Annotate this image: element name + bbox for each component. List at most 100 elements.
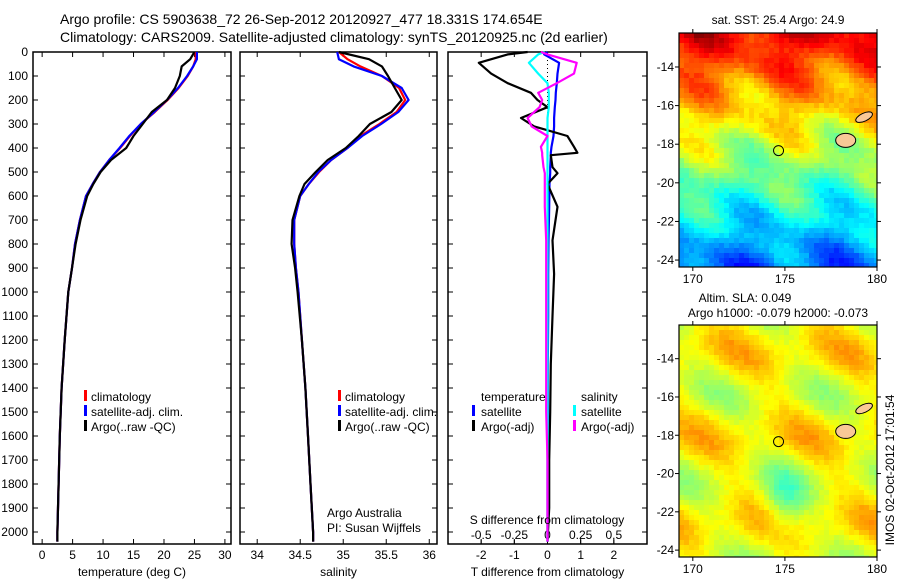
legend-swatch-satellite xyxy=(84,405,87,416)
x-tick-label: 36 xyxy=(423,548,437,562)
depth-tick-label: 1500 xyxy=(1,405,28,419)
s-tick-label: 0.5 xyxy=(605,528,622,542)
legend-label: climatology xyxy=(345,390,405,404)
map-frame xyxy=(678,32,878,268)
legend-swatch-satellite xyxy=(338,405,341,416)
series-line-satellite-adj-clim- xyxy=(293,51,410,542)
series-line-satellite-adj-clim- xyxy=(56,52,198,542)
figure-title-line2: Climatology: CARS2009. Satellite-adjuste… xyxy=(60,29,608,45)
lon-tick-label: 175 xyxy=(775,272,795,286)
depth-tick-label: 600 xyxy=(8,189,28,203)
legend-label: satellite-adj. clim. xyxy=(345,405,437,419)
sst-map-field xyxy=(679,33,877,267)
x-tick-label: 10 xyxy=(96,548,110,562)
legend-label: Argo(-adj) xyxy=(581,420,634,434)
legend-swatch-t-argo xyxy=(472,420,475,431)
x-tick-label: 34 xyxy=(251,548,265,562)
lat-tick-label: -20 xyxy=(657,467,675,481)
land-island-viti-levu xyxy=(835,132,857,148)
series-line-s-argo-adj- xyxy=(526,50,578,542)
sla-map-subtitle: Argo h1000: -0.079 h2000: -0.073 xyxy=(688,306,868,320)
legend-label: satellite xyxy=(481,405,522,419)
depth-tick-label: 1700 xyxy=(1,453,28,467)
x-tick-label: 15 xyxy=(127,548,141,562)
legend-label: Argo(..raw -QC) xyxy=(91,420,176,434)
lat-tick-label: -24 xyxy=(657,543,675,557)
lat-tick-label: -22 xyxy=(657,505,675,519)
x-tick-label: 5 xyxy=(69,548,76,562)
x-tick-label: -1 xyxy=(509,548,520,562)
lon-tick-label: 170 xyxy=(683,562,703,576)
s-tick-label: -0.25 xyxy=(501,528,529,542)
lat-tick-label: -14 xyxy=(657,352,675,366)
sst-map-panel: -14 -16 -18 -20 -22 -24 170 175 180 xyxy=(657,29,887,286)
depth-tick-label: 500 xyxy=(8,165,28,179)
difference-legend: temperature salinity satellite Argo(-adj… xyxy=(472,390,634,434)
x-tick-label: 1 xyxy=(577,548,584,562)
depth-tick-label: 700 xyxy=(8,213,28,227)
sla-map-panel: -14 -16 -18 -20 -22 -24 170 175 180 xyxy=(657,321,887,576)
credit-pi: PI: Susan Wijffels xyxy=(327,521,421,535)
legend-swatch-climatology xyxy=(84,390,87,401)
depth-tick-label: 1600 xyxy=(1,429,28,443)
salinity-legend: climatology satellite-adj. clim. Argo(..… xyxy=(338,390,437,434)
depth-tick-label: 1000 xyxy=(1,285,28,299)
imos-timestamp: IMOS 02-Oct-2012 17:01:54 xyxy=(883,394,897,545)
x-tick-label: -2 xyxy=(476,548,487,562)
depth-tick-label: 300 xyxy=(8,117,28,131)
x-tick-label: 25 xyxy=(188,548,202,562)
legend-swatch-climatology xyxy=(338,390,341,401)
depth-tick-label: 1400 xyxy=(1,381,28,395)
plot-frame xyxy=(32,51,232,545)
legend-swatch-argo xyxy=(84,420,87,431)
sla-map-title: Altim. SLA: 0.049 xyxy=(699,291,792,305)
x-axis-label: temperature (deg C) xyxy=(78,565,186,579)
lat-tick-label: -14 xyxy=(657,60,675,74)
s-tick-label: 0.25 xyxy=(569,528,593,542)
temperature-legend: climatology satellite-adj. clim. Argo(..… xyxy=(84,390,183,434)
depth-tick-label: 400 xyxy=(8,141,28,155)
legend-swatch-s-satellite xyxy=(573,405,576,416)
sla-map-field xyxy=(679,325,877,557)
s-difference-label: S difference from climatology xyxy=(470,513,625,527)
series-line-argo-raw-qc- xyxy=(290,50,403,542)
depth-tick-label: 0 xyxy=(21,45,28,59)
lon-tick-label: 180 xyxy=(867,272,887,286)
series-line-climatology xyxy=(56,52,197,542)
argo-position-marker xyxy=(773,145,785,157)
legend-label: climatology xyxy=(91,390,151,404)
legend-swatch-s-argo xyxy=(573,420,576,431)
lat-tick-label: -16 xyxy=(657,99,675,113)
lat-tick-label: -18 xyxy=(657,428,675,442)
figure-title-line1: Argo profile: CS 5903638_72 26-Sep-2012 … xyxy=(60,11,543,27)
legend-label: satellite-adj. clim. xyxy=(91,405,183,419)
depth-tick-label: 1200 xyxy=(1,333,28,347)
land-island-vanua-levu xyxy=(855,111,873,123)
lat-tick-label: -20 xyxy=(657,176,675,190)
land-island-viti-levu xyxy=(835,423,857,439)
legend-label: Argo(-adj) xyxy=(481,420,534,434)
series-line-climatology xyxy=(293,51,407,542)
legend-header-salinity: salinity xyxy=(581,390,618,404)
x-tick-label: 20 xyxy=(157,548,171,562)
x-tick-label: 0 xyxy=(544,548,551,562)
lat-tick-label: -18 xyxy=(657,137,675,151)
lon-tick-label: 180 xyxy=(867,562,887,576)
legend-swatch-argo xyxy=(338,420,341,431)
series-line-t-argo-adj- xyxy=(477,50,579,542)
x-axis-label: salinity xyxy=(320,565,357,579)
argo-position-marker xyxy=(773,436,785,448)
depth-tick-label: 800 xyxy=(8,237,28,251)
x-axis-label: T difference from climatology xyxy=(471,565,625,579)
s-tick-label: -0.5 xyxy=(471,528,492,542)
depth-tick-label: 900 xyxy=(8,261,28,275)
plot-frame xyxy=(239,51,438,545)
x-tick-label: 30 xyxy=(218,548,232,562)
temperature-panel: 0100200300400500600700800900100011001200… xyxy=(1,45,232,579)
depth-tick-label: 1900 xyxy=(1,501,28,515)
depth-tick-label: 2000 xyxy=(1,525,28,539)
depth-tick-label: 100 xyxy=(8,69,28,83)
depth-tick-label: 1300 xyxy=(1,357,28,371)
difference-panel: -2 -1 0 1 2 T difference from climatology -0.5… xyxy=(447,50,648,579)
